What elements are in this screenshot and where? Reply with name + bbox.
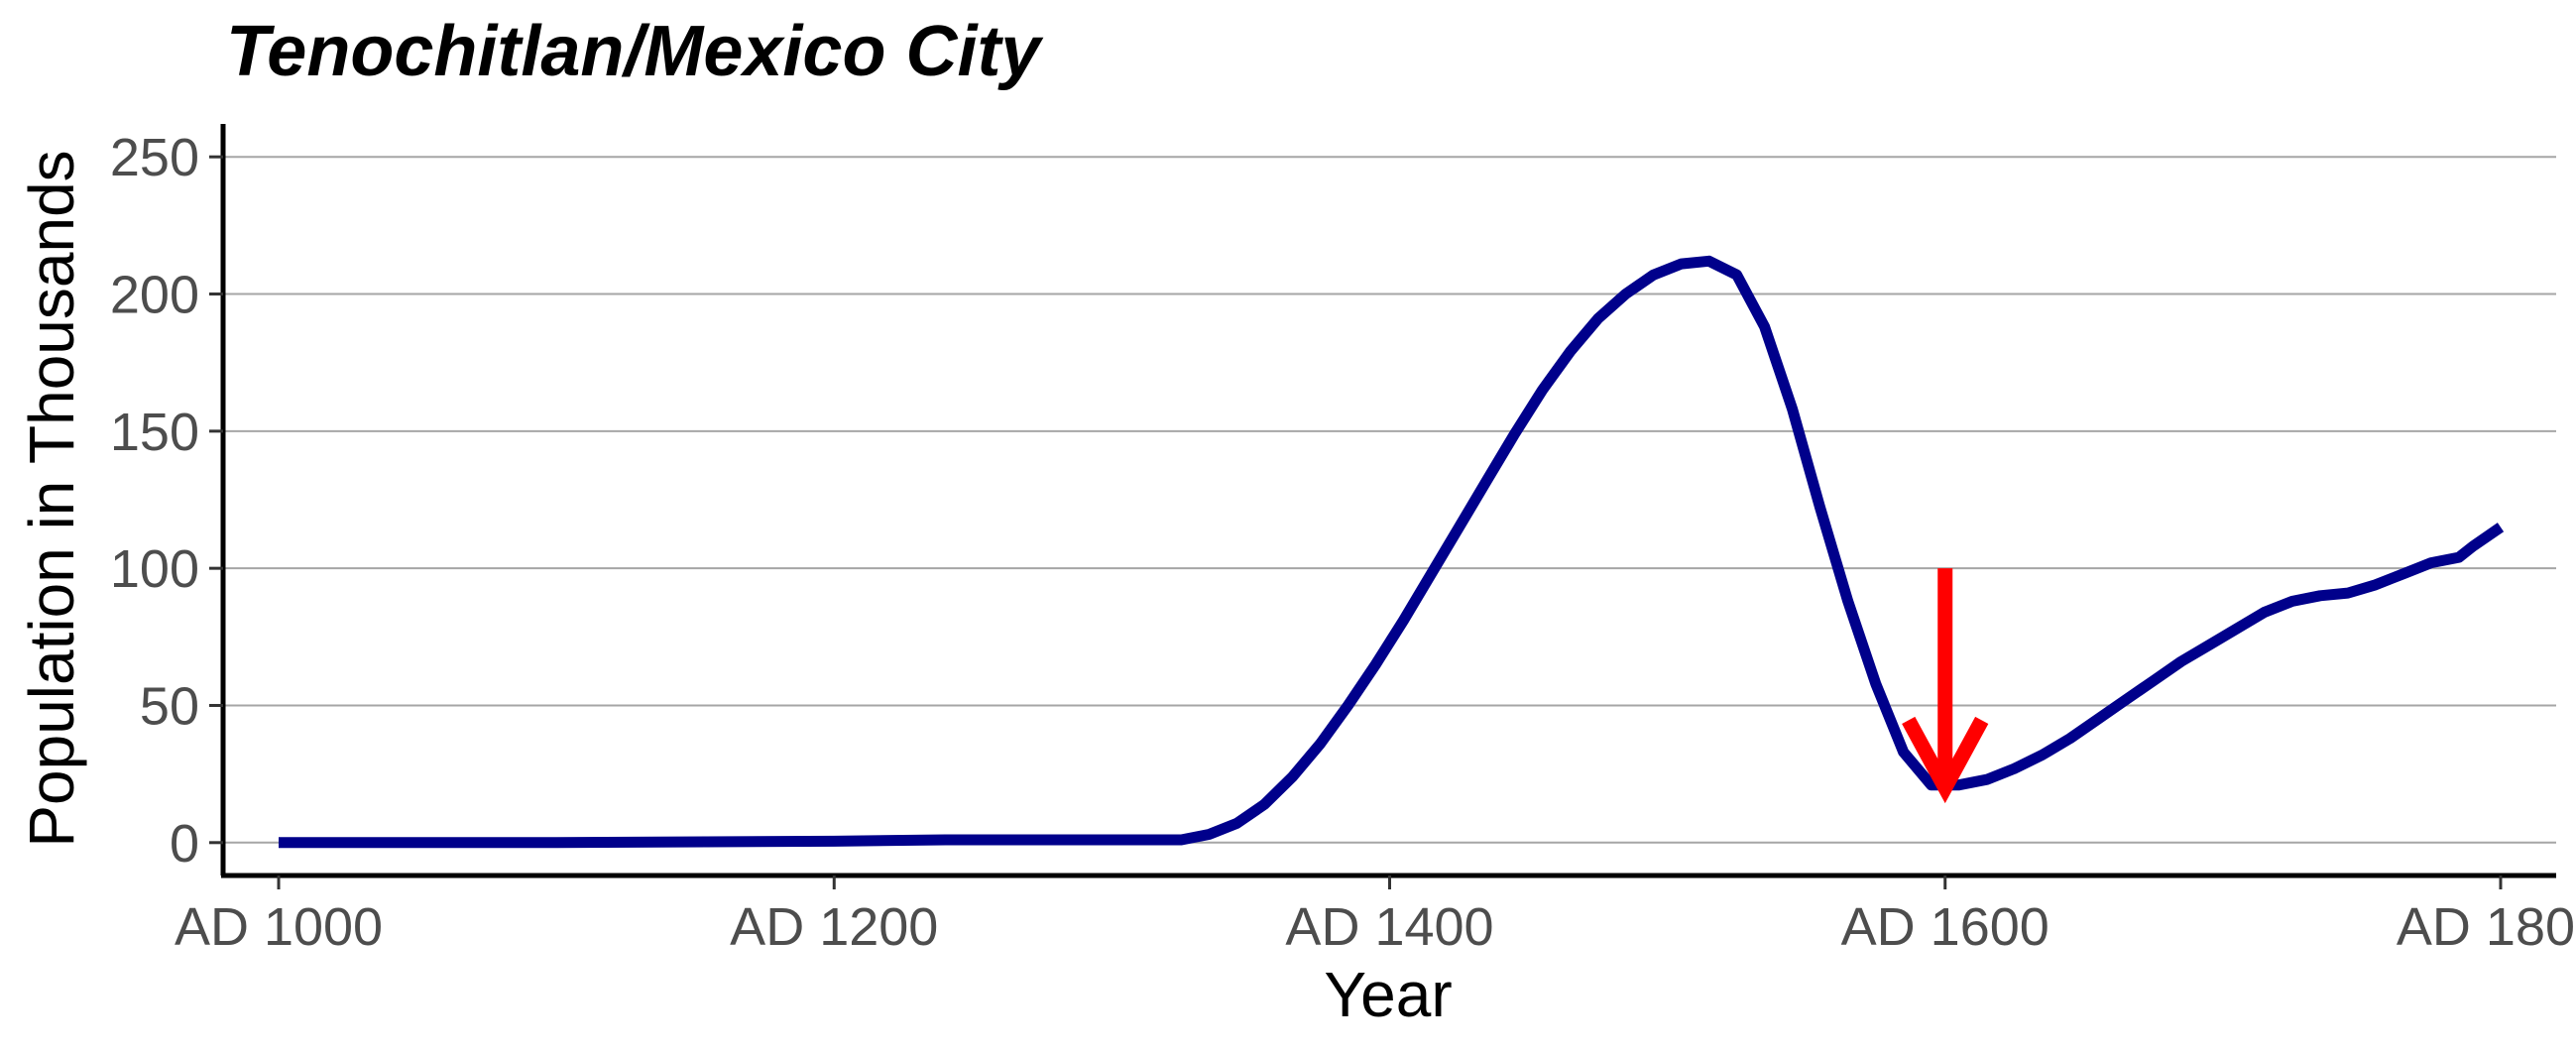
- x-tick-label: AD 1800: [2397, 897, 2576, 957]
- series-layer: [279, 255, 2505, 849]
- x-tick-label: AD 1200: [730, 897, 938, 957]
- chart-title: Tenochitlan/Mexico City: [226, 12, 1044, 91]
- y-tick-label: 250: [110, 128, 199, 187]
- x-axis-title: Year: [1324, 959, 1452, 1030]
- arrow-head: [1902, 716, 1989, 804]
- y-axis-title: Population in Thousands: [16, 150, 87, 847]
- series-line-0: [279, 255, 2505, 849]
- x-tick-label: AD 1400: [1285, 897, 1493, 957]
- y-tick-label: 50: [140, 676, 199, 736]
- y-tick-label: 0: [170, 814, 199, 874]
- y-tick-label: 200: [110, 266, 199, 325]
- x-tick-label: AD 1000: [175, 897, 383, 957]
- x-tick-label: AD 1600: [1841, 897, 2049, 957]
- annotation-arrow: [1902, 568, 1989, 804]
- grid-lines: [223, 156, 2556, 844]
- y-tick-label: 100: [110, 539, 199, 599]
- y-axis-ticks: 0 50 100 150 200 250: [110, 128, 223, 874]
- x-axis-ticks: AD 1000 AD 1200 AD 1400 AD 1600 AD 1800: [175, 876, 2576, 957]
- y-tick-label: 150: [110, 403, 199, 462]
- annotation-layer: [1902, 568, 1989, 804]
